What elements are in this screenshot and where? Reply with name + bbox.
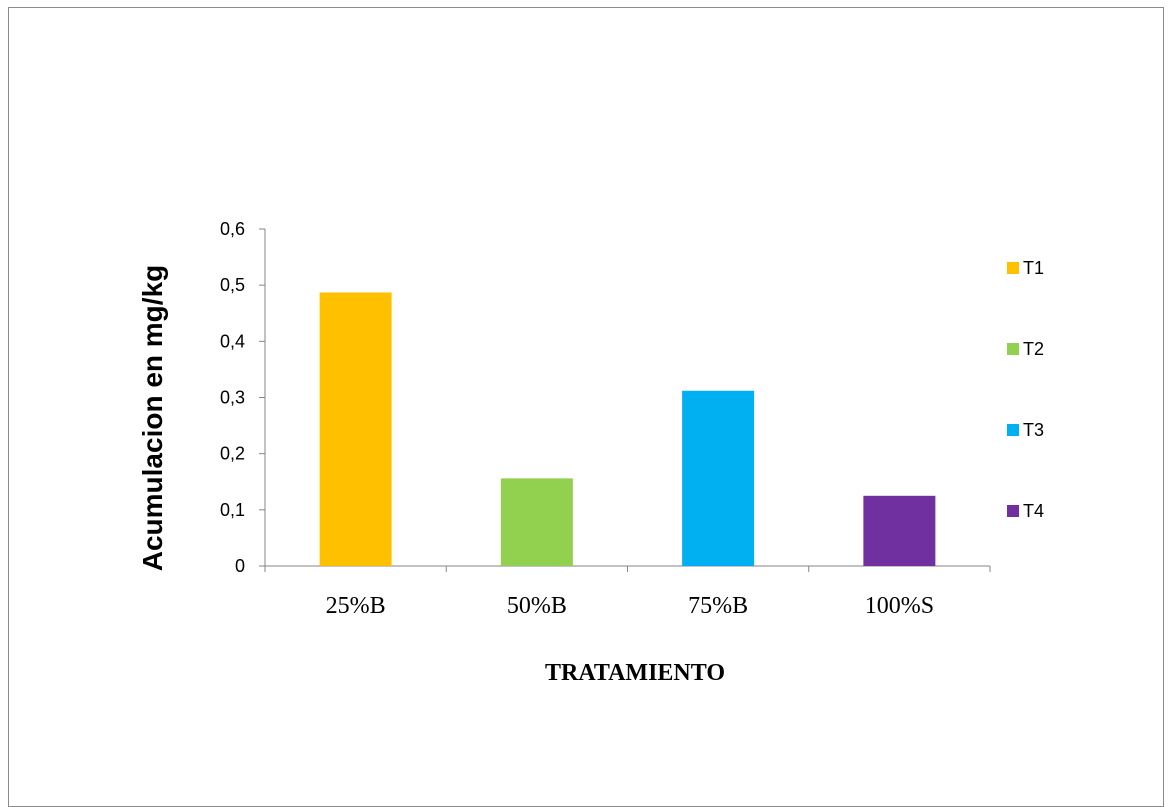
legend: T1 T2 T3 T4 <box>1007 258 1044 521</box>
y-tick-label: 0,5 <box>220 275 245 295</box>
y-tick-label: 0 <box>235 556 245 576</box>
y-tick-label: 0,2 <box>220 444 245 464</box>
y-tick-label: 0,4 <box>220 331 245 351</box>
plot-area: 0 0,1 0,2 0,3 0,4 0,5 0,6 25%B 50%B 75%B 100%S <box>220 219 991 619</box>
legend-label: T2 <box>1023 339 1044 359</box>
legend-swatch <box>1007 343 1019 355</box>
legend-swatch <box>1007 424 1019 436</box>
bar-t4 <box>863 495 936 566</box>
y-tick-label: 0,6 <box>220 219 245 239</box>
bar-t1 <box>319 292 392 566</box>
y-tick-label: 0,1 <box>220 500 245 520</box>
legend-swatch <box>1007 262 1019 274</box>
y-axis-title: Acumulacion en mg/kg <box>137 265 168 572</box>
bar-t3 <box>682 390 755 566</box>
legend-label: T4 <box>1023 501 1044 521</box>
x-category-label: 100%S <box>865 593 934 619</box>
y-tick-label: 0,3 <box>220 388 245 408</box>
x-axis-title: TRATAMIENTO <box>545 660 725 686</box>
legend-label: T1 <box>1023 258 1044 278</box>
chart-frame <box>8 7 1164 807</box>
legend-label: T3 <box>1023 420 1044 440</box>
x-category-label: 75%B <box>688 593 748 619</box>
legend-swatch <box>1007 505 1019 517</box>
x-category-label: 25%B <box>326 593 386 619</box>
bar-t2 <box>500 478 573 566</box>
x-category-label: 50%B <box>507 593 567 619</box>
